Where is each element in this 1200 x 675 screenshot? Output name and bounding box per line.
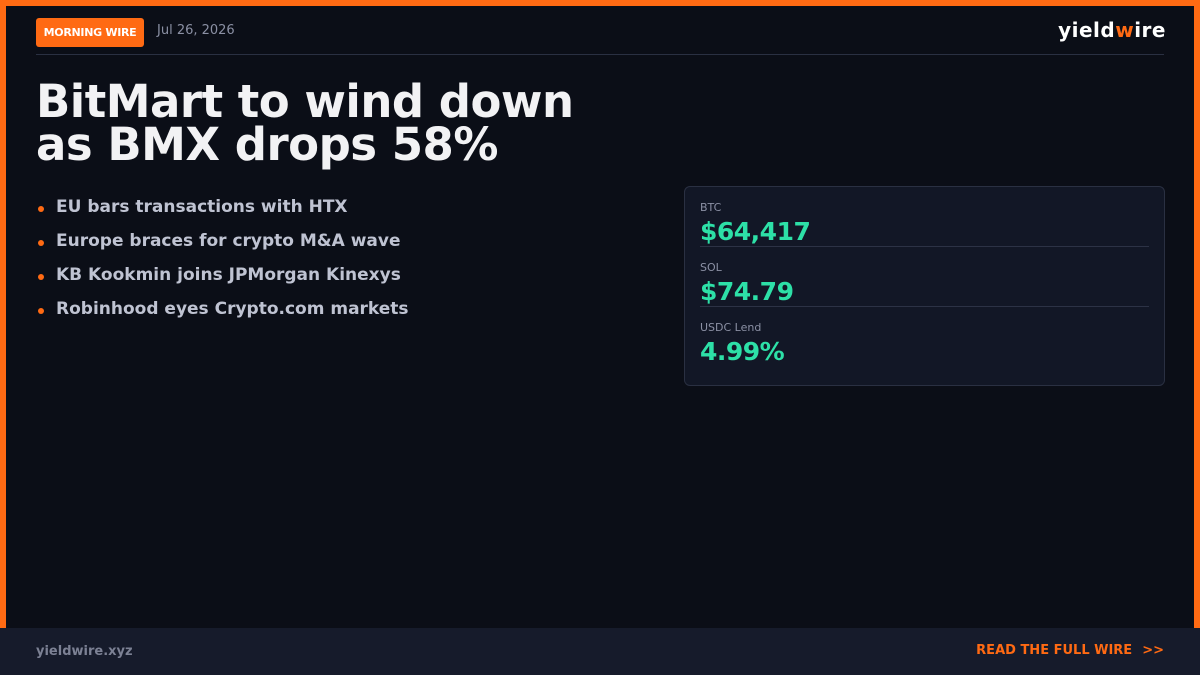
price-value: 4.99% (700, 337, 785, 366)
bullet-text: EU bars transactions with HTX (56, 197, 348, 217)
read-full-wire-link[interactable]: READ THE FULL WIRE >> (976, 643, 1164, 658)
bullet-item: Europe braces for crypto M&A wave (38, 224, 409, 258)
price-row-sol: SOL $74.79 (700, 247, 1149, 307)
yieldwire-logo: yieldwire (1058, 18, 1166, 42)
price-label: BTC (700, 201, 722, 214)
morning-wire-badge: MORNING WIRE (36, 18, 144, 47)
cta-label: READ THE FULL WIRE (976, 643, 1133, 658)
price-label: SOL (700, 261, 722, 274)
bullet-dot-icon (38, 239, 44, 246)
logo-prefix: yield (1058, 18, 1116, 42)
headline-line-2: as BMX drops 58% (36, 118, 498, 171)
price-row-btc: BTC $64,417 (700, 187, 1149, 247)
publish-date: Jul 26, 2026 (157, 23, 235, 38)
footer-bar: yieldwire.xyz READ THE FULL WIRE >> (0, 628, 1200, 675)
bullet-item: Robinhood eyes Crypto.com markets (38, 292, 409, 326)
site-url: yieldwire.xyz (36, 644, 133, 659)
price-row-usdc-lend: USDC Lend 4.99% (700, 307, 1149, 367)
header-divider (36, 54, 1164, 55)
bullet-text: KB Kookmin joins JPMorgan Kinexys (56, 265, 401, 285)
price-label: USDC Lend (700, 321, 762, 334)
price-card: BTC $64,417 SOL $74.79 USDC Lend 4.99% (684, 186, 1165, 386)
main-frame: MORNING WIRE Jul 26, 2026 yieldwire BitM… (0, 0, 1200, 628)
headline: BitMart to wind down as BMX drops 58% (36, 79, 676, 167)
bullet-text: Robinhood eyes Crypto.com markets (56, 299, 409, 319)
logo-accent: w (1115, 18, 1135, 42)
bullet-item: EU bars transactions with HTX (38, 190, 409, 224)
price-value: $64,417 (700, 217, 811, 246)
bullet-text: Europe braces for crypto M&A wave (56, 231, 401, 251)
news-bullets: EU bars transactions with HTX Europe bra… (38, 190, 409, 326)
double-chevron-right-icon: >> (1142, 643, 1164, 658)
bullet-dot-icon (38, 273, 44, 280)
bullet-dot-icon (38, 205, 44, 212)
headline-line-1: BitMart to wind down (36, 75, 574, 128)
bullet-item: KB Kookmin joins JPMorgan Kinexys (38, 258, 409, 292)
logo-suffix: ire (1134, 18, 1166, 42)
bullet-dot-icon (38, 307, 44, 314)
price-value: $74.79 (700, 277, 794, 306)
